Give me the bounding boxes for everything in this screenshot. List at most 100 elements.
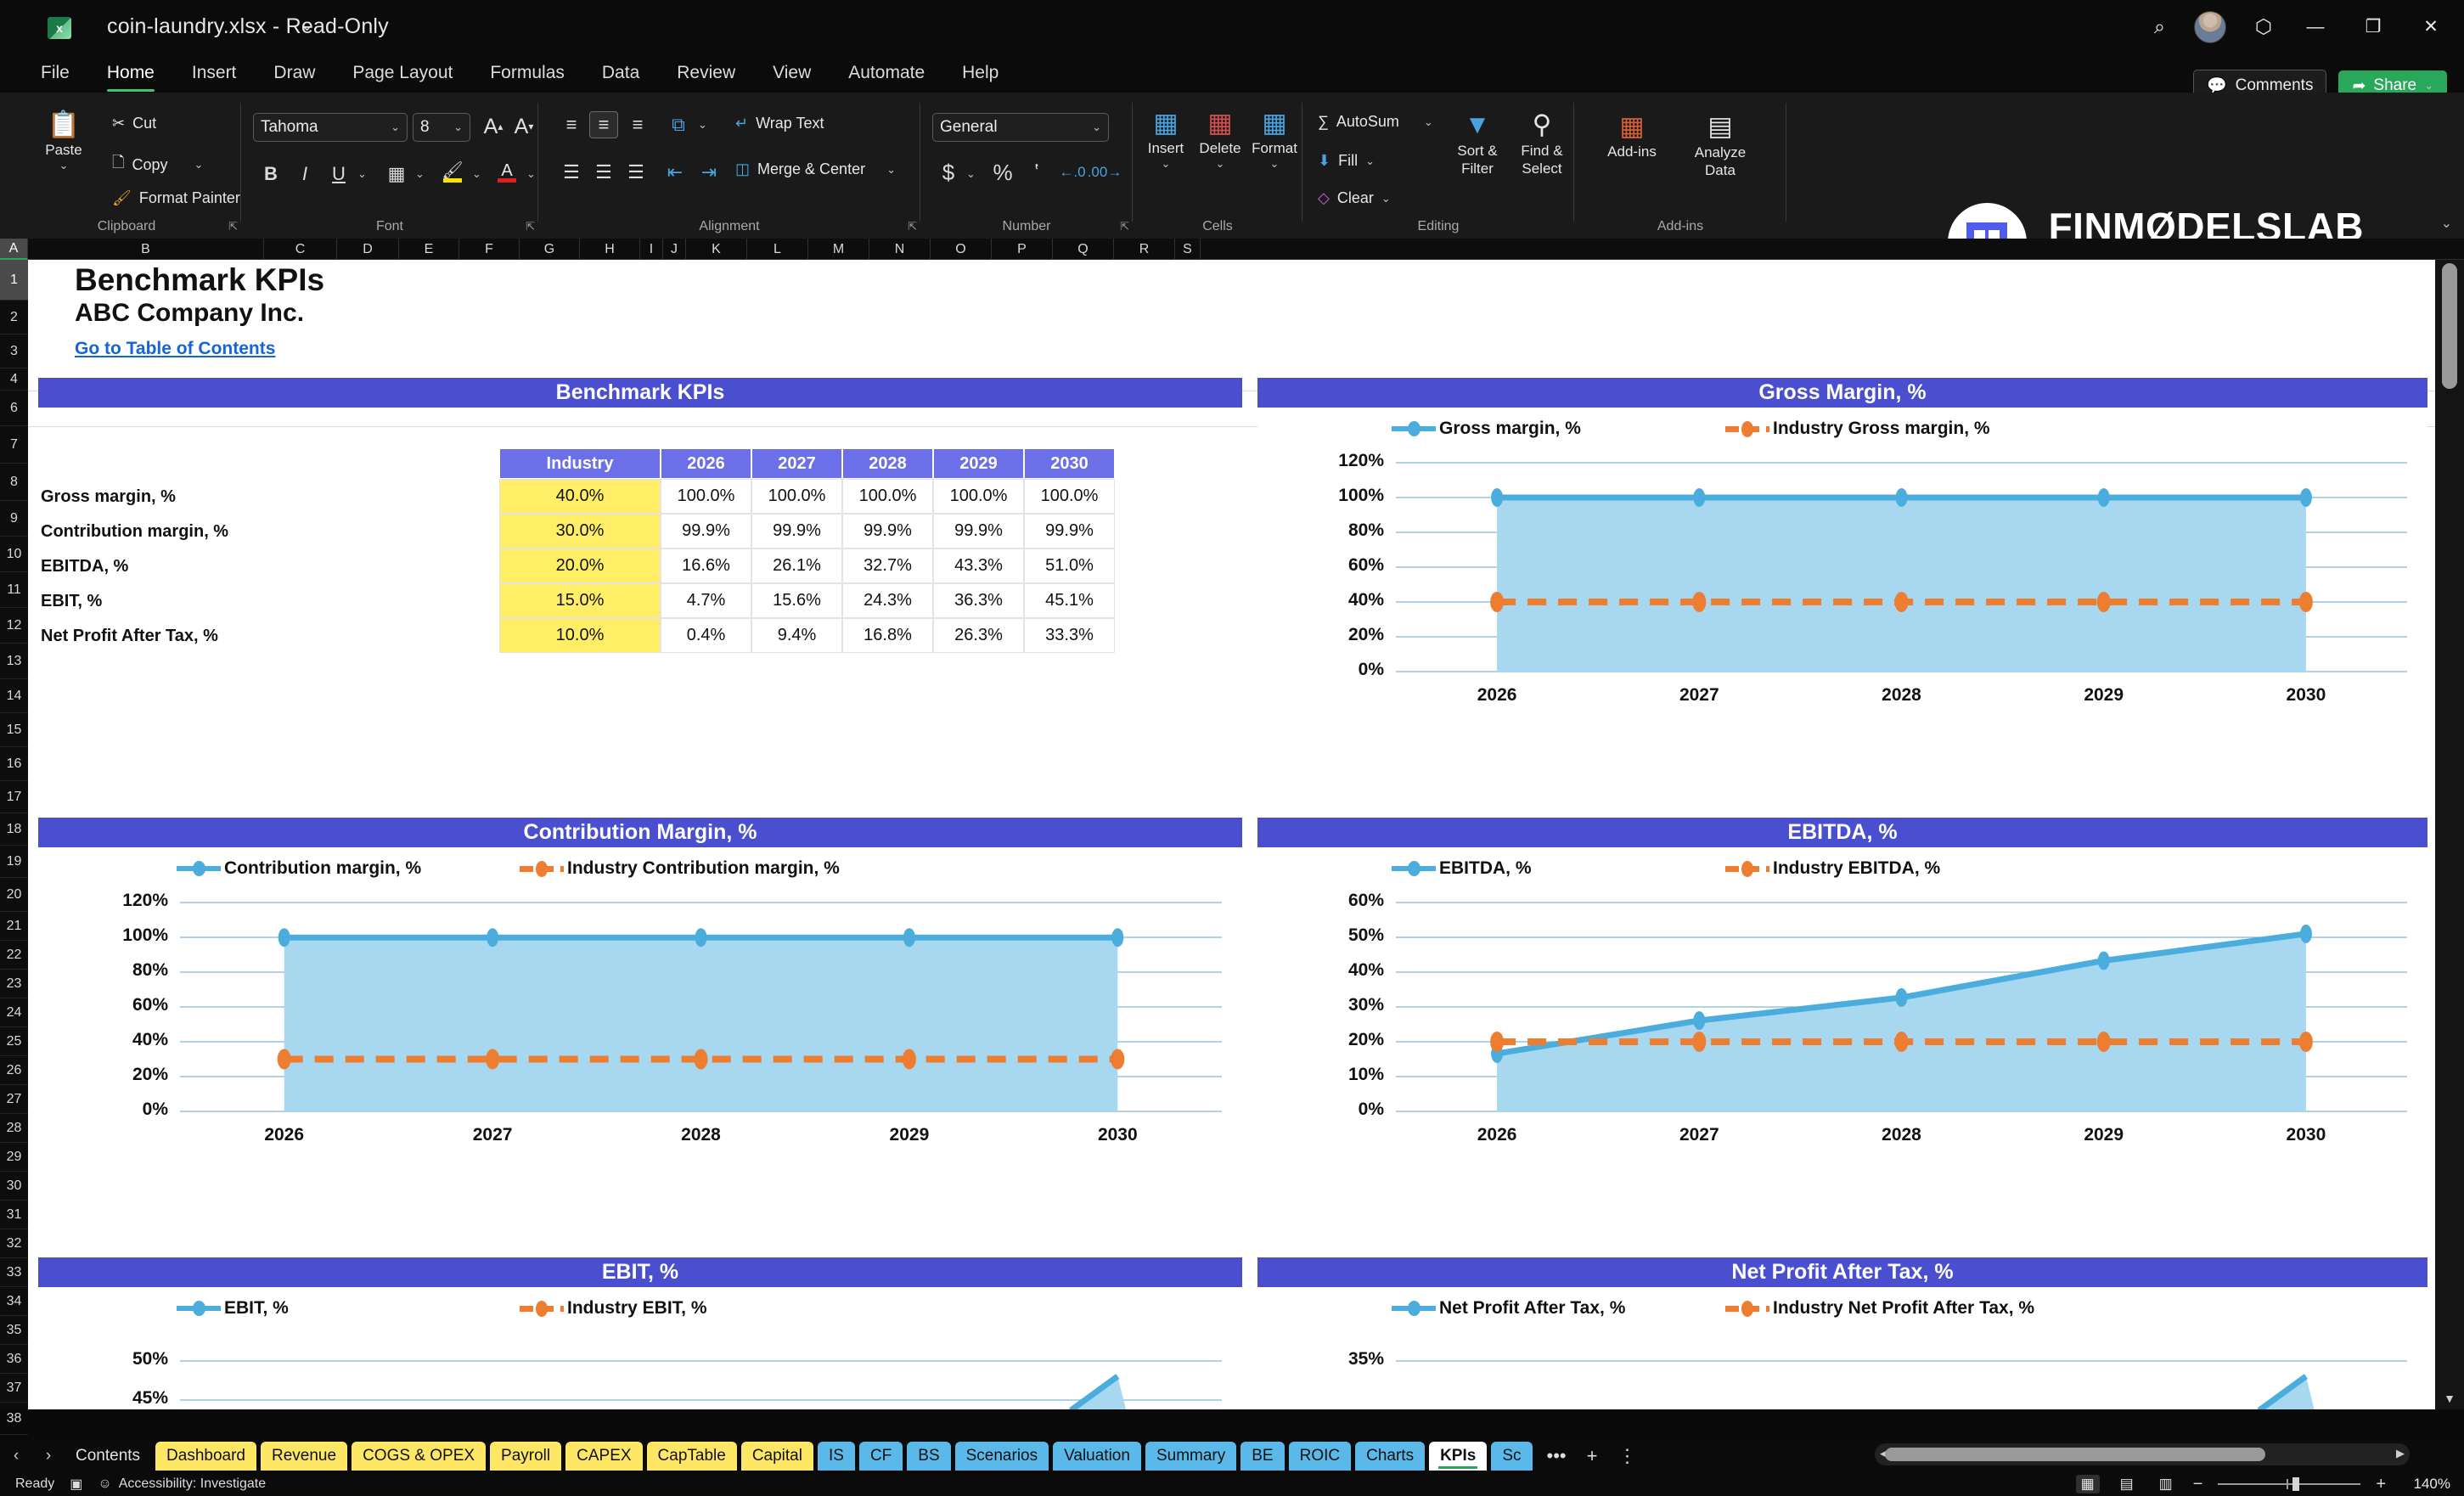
paste-button[interactable]: 📋 Paste ⌄ [31,111,97,172]
format-painter-button[interactable]: 🖌 Format Painter [112,189,240,207]
bold-button[interactable]: B [264,163,278,184]
column-header-L[interactable]: L [747,239,808,260]
format-cells-button[interactable]: ▦ Format ⌄ [1250,110,1299,171]
chart-ebit[interactable]: EBIT, % EBIT, % Industry EBIT, % 50% 45% [38,1257,1242,1409]
sheet-tab-capital[interactable]: Capital [740,1442,813,1471]
ribbon-tab-help[interactable]: Help [962,63,999,82]
sheet-tab-scenarios[interactable]: Scenarios [954,1442,1049,1471]
find-select-button[interactable]: ⚲ Find & Select [1513,111,1571,178]
increase-indent-button[interactable]: ⇥ [700,161,717,183]
horizontal-scrollbar[interactable]: ◀ ▶ [1875,1443,2410,1465]
ribbon-tab-review[interactable]: Review [677,63,736,82]
column-header-I[interactable]: I [640,239,663,260]
column-header-K[interactable]: K [686,239,747,260]
row-header-35[interactable]: 35 [0,1316,28,1345]
font-color-caret-icon[interactable]: ⌄ [526,167,536,180]
row-header-32[interactable]: 32 [0,1229,28,1258]
clear-caret-icon[interactable]: ⌄ [1381,191,1391,205]
currency-caret-icon[interactable]: ⌄ [966,167,976,180]
column-header-E[interactable]: E [399,239,459,260]
prev-sheet-icon[interactable]: ‹ [13,1447,20,1465]
column-header-S[interactable]: S [1175,239,1201,260]
row-header-7[interactable]: 7 [0,426,28,464]
next-sheet-icon[interactable]: › [45,1447,52,1465]
view-page-break-button[interactable]: ▥ [2158,1476,2173,1492]
minimize-icon[interactable]: — [2306,16,2325,37]
row-header-19[interactable]: 19 [0,846,28,878]
fill-button[interactable]: ⬇ Fill ⌄ [1318,152,1375,170]
row-header-8[interactable]: 8 [0,464,28,501]
decrease-font-size-button[interactable]: A ▾ [514,114,534,138]
font-size-select[interactable]: 8 ⌄ [413,113,470,142]
sheet-tab-charts[interactable]: Charts [1355,1442,1426,1471]
column-header-D[interactable]: D [337,239,399,260]
row-header-21[interactable]: 21 [0,912,28,941]
ribbon-tab-automate[interactable]: Automate [848,63,925,82]
chart-ebitda[interactable]: EBITDA, % EBITDA, % Industry EBITDA, % 0% 10… [1257,818,2427,1156]
alignment-dialog-launcher-icon[interactable]: ⇱ [908,220,917,233]
row-header-11[interactable]: 11 [0,572,28,608]
row-header-30[interactable]: 30 [0,1172,28,1201]
close-icon[interactable]: ✕ [2423,17,2439,37]
merge-center-button[interactable]: ◫ Merge & Center ⌄ [735,160,896,178]
paste-caret-icon[interactable]: ⌄ [59,159,69,172]
clear-button[interactable]: ◇ Clear ⌄ [1318,189,1391,207]
row-header-38[interactable]: 38 [0,1403,28,1435]
row-header-9[interactable]: 9 [0,501,28,537]
sheet-tab-cf[interactable]: CF [858,1442,903,1471]
orientation-button[interactable]: ⧉ [672,114,685,135]
sheet-tab-dashboard[interactable]: Dashboard [155,1442,256,1471]
sort-filter-button[interactable]: ▼ Sort & Filter [1449,111,1506,178]
row-header-4[interactable]: 4 [0,368,28,391]
hscroll-left-icon[interactable]: ◀ [1880,1447,1888,1459]
restore-icon[interactable]: ❐ [2365,17,2382,37]
align-bottom-button[interactable]: ≡ [632,114,644,135]
row-header-22[interactable]: 22 [0,941,28,970]
fill-color-button[interactable]: 🖌 [438,159,467,186]
align-middle-button[interactable]: ≡ [589,111,618,138]
clipboard-dialog-launcher-icon[interactable]: ⇱ [228,220,238,233]
ribbon-tab-data[interactable]: Data [601,63,640,82]
ribbon-tab-file[interactable]: File [41,63,70,82]
row-header-36[interactable]: 36 [0,1345,28,1374]
font-dialog-launcher-icon[interactable]: ⇱ [526,220,535,233]
scroll-down-icon[interactable]: ▼ [2444,1392,2456,1405]
row-header-33[interactable]: 33 [0,1258,28,1287]
add-ins-button[interactable]: ▦ Add-ins [1596,113,1668,160]
font-family-select[interactable]: Tahoma ⌄ [253,113,408,142]
zoom-out-button[interactable]: − [2192,1474,2203,1493]
row-header-24[interactable]: 24 [0,998,28,1027]
sheet-options-icon[interactable]: ⋮ [1617,1445,1637,1466]
sheet-tab-roic[interactable]: ROIC [1288,1442,1352,1471]
autosum-button[interactable]: ∑ AutoSum ⌄ [1318,113,1433,131]
sheet-tab-cogs-opex[interactable]: COGS & OPEX [352,1442,487,1471]
table-of-contents-link[interactable]: Go to Table of Contents [75,339,276,358]
italic-button[interactable]: I [301,163,308,184]
column-header-A[interactable]: A [0,239,28,260]
column-header-H[interactable]: H [580,239,640,260]
column-header-R[interactable]: R [1114,239,1175,260]
format-caret-icon[interactable]: ⌄ [1269,157,1280,170]
column-header-P[interactable]: P [992,239,1053,260]
sheet-tab-payroll[interactable]: Payroll [490,1442,562,1471]
align-top-button[interactable]: ≡ [565,114,577,135]
row-header-17[interactable]: 17 [0,781,28,813]
vertical-scrollbar[interactable]: ▲ ▼ [2435,260,2464,1409]
decrease-indent-button[interactable]: ⇤ [667,161,684,183]
recording-macro-icon[interactable]: ▣ [70,1477,83,1492]
sheet-tab-contents[interactable]: Contents [76,1447,141,1465]
chart-net-profit-after-tax[interactable]: Net Profit After Tax, % Net Profit After … [1257,1257,2427,1409]
row-header-20[interactable]: 20 [0,878,28,912]
row-header-13[interactable]: 13 [0,644,28,679]
zoom-slider[interactable] [2218,1477,2361,1491]
ribbon-tab-view[interactable]: View [773,63,812,82]
row-header-37[interactable]: 37 [0,1374,28,1403]
title-dropdown-caret-icon[interactable]: ⌄ [301,17,314,34]
row-header-15[interactable]: 15 [0,713,28,747]
underline-caret-icon[interactable]: ⌄ [357,167,367,180]
column-header-C[interactable]: C [264,239,337,260]
sheet-tab-captable[interactable]: CapTable [646,1442,737,1471]
row-header-12[interactable]: 12 [0,608,28,644]
copy-caret-icon[interactable]: ⌄ [194,158,204,171]
ribbon-tab-page-layout[interactable]: Page Layout [352,63,453,82]
